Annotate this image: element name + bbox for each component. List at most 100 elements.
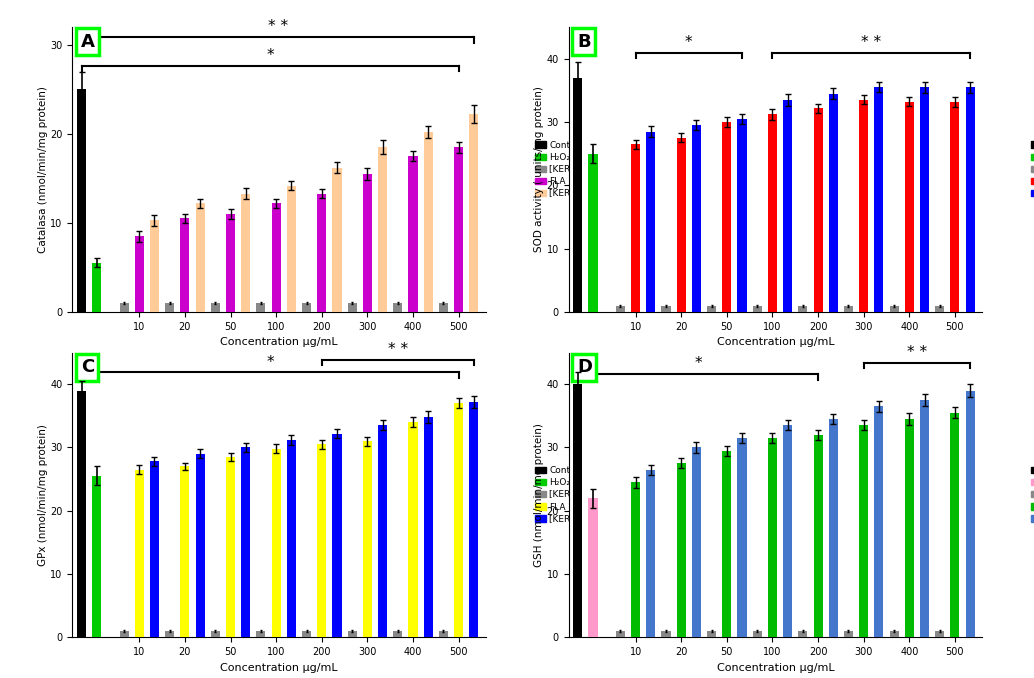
Bar — [302, 303, 311, 312]
Bar — [195, 454, 205, 637]
Bar — [616, 631, 625, 637]
Bar — [950, 102, 960, 312]
X-axis label: Concentration μg/mL: Concentration μg/mL — [220, 662, 338, 673]
Bar — [588, 154, 598, 312]
Bar — [347, 303, 357, 312]
Bar — [783, 100, 792, 312]
Bar — [150, 462, 159, 637]
Y-axis label: GPx (nmol/min/mg protein): GPx (nmol/min/mg protein) — [37, 424, 48, 566]
Bar — [256, 303, 266, 312]
Text: A: A — [81, 33, 94, 51]
Bar — [631, 482, 640, 637]
Bar — [272, 449, 280, 637]
Bar — [393, 631, 402, 637]
Bar — [180, 218, 189, 312]
Bar — [92, 263, 101, 312]
Bar — [844, 631, 853, 637]
Bar — [889, 306, 899, 312]
Bar — [469, 402, 479, 637]
Bar — [859, 425, 869, 637]
Bar — [180, 466, 189, 637]
Bar — [454, 403, 463, 637]
Bar — [753, 306, 762, 312]
Text: *: * — [266, 355, 274, 370]
Bar — [454, 147, 463, 312]
Bar — [707, 631, 717, 637]
Bar — [905, 419, 914, 637]
Bar — [211, 303, 220, 312]
Bar — [889, 631, 899, 637]
Bar — [692, 447, 701, 637]
Bar — [317, 193, 327, 312]
Bar — [966, 391, 975, 637]
Bar — [424, 417, 433, 637]
Bar — [120, 631, 128, 637]
Bar — [723, 122, 731, 312]
Bar — [438, 303, 448, 312]
Bar — [573, 384, 582, 637]
Bar — [77, 89, 86, 312]
Bar — [165, 631, 175, 637]
Legend: Control, H₂O₂, [KER + AgNPs], FLA, [KER+FLA+ AgNPs]: Control, H₂O₂, [KER + AgNPs], FLA, [KER+… — [533, 139, 639, 200]
Bar — [616, 306, 625, 312]
Text: * *: * * — [268, 19, 287, 35]
Bar — [966, 87, 975, 312]
Legend: Control, H₂O₂, [KER + AgNPs], FLA, [KER+FLA+ AgNPs]: Control, H₂O₂, [KER + AgNPs], FLA, [KER+… — [1029, 139, 1034, 200]
Bar — [226, 457, 235, 637]
X-axis label: Concentration μg/mL: Concentration μg/mL — [717, 337, 834, 347]
Bar — [150, 220, 159, 312]
Bar — [768, 115, 777, 312]
Text: *: * — [266, 47, 274, 63]
Bar — [798, 306, 808, 312]
Bar — [631, 144, 640, 312]
Bar — [286, 186, 296, 312]
Bar — [302, 631, 311, 637]
Bar — [920, 400, 930, 637]
Legend: Control, H₂O₂, [KER + AgNPs], FLA, [KER+FLA+ AgNPs]: Control, H₂O₂, [KER + AgNPs], FLA, [KER+… — [533, 464, 639, 525]
X-axis label: Concentration μg/mL: Concentration μg/mL — [717, 662, 834, 673]
Text: D: D — [577, 358, 592, 376]
Bar — [798, 631, 808, 637]
Bar — [662, 306, 671, 312]
Bar — [77, 391, 86, 637]
Bar — [753, 631, 762, 637]
Bar — [875, 87, 883, 312]
Bar — [408, 422, 418, 637]
Bar — [935, 631, 944, 637]
Bar — [241, 193, 250, 312]
Bar — [814, 435, 823, 637]
Bar — [828, 419, 838, 637]
Y-axis label: SOD activity ( units/mg protein): SOD activity ( units/mg protein) — [534, 87, 544, 252]
Bar — [424, 132, 433, 312]
Bar — [134, 470, 144, 637]
Text: * *: * * — [907, 344, 926, 359]
Bar — [737, 438, 747, 637]
X-axis label: Concentration μg/mL: Concentration μg/mL — [220, 337, 338, 347]
Bar — [195, 203, 205, 312]
Bar — [875, 406, 883, 637]
Bar — [737, 119, 747, 312]
Text: C: C — [81, 358, 94, 376]
Bar — [676, 138, 686, 312]
Bar — [783, 425, 792, 637]
Bar — [332, 433, 341, 637]
Bar — [814, 108, 823, 312]
Bar — [723, 451, 731, 637]
Text: *: * — [694, 356, 702, 371]
Text: B: B — [577, 33, 590, 51]
Bar — [692, 125, 701, 312]
Text: * *: * * — [388, 342, 407, 357]
Text: *: * — [685, 35, 693, 50]
Bar — [646, 470, 656, 637]
Bar — [393, 303, 402, 312]
Bar — [226, 214, 235, 312]
Bar — [707, 306, 717, 312]
Bar — [646, 132, 656, 312]
Bar — [920, 87, 930, 312]
Bar — [588, 498, 598, 637]
Y-axis label: GSH (nmol/min/mg protein): GSH (nmol/min/mg protein) — [534, 423, 544, 567]
Bar — [363, 174, 372, 312]
Y-axis label: Catalasa (nmol/min/mg protein): Catalasa (nmol/min/mg protein) — [37, 86, 48, 253]
Bar — [408, 156, 418, 312]
Bar — [92, 476, 101, 637]
